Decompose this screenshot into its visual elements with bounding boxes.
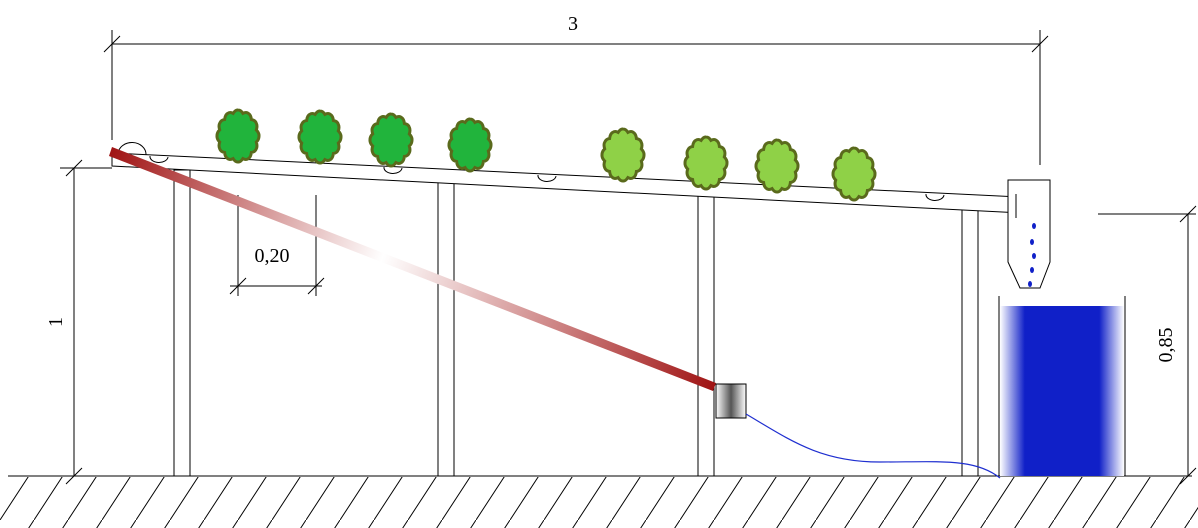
water-drop [1032,223,1036,229]
lettuce-plant-icon [754,138,800,194]
dimension-total-length-label: 3 [568,13,578,35]
lettuce-plant-icon [297,109,343,165]
support-post [961,204,979,477]
ground [0,475,1198,528]
dimension-left-height [60,159,112,485]
support-posts [173,169,979,477]
water-drop [1030,267,1034,273]
dimension-spacing-label: 0,20 [255,245,290,267]
dimension-reservoir-height [1098,205,1197,485]
drain-funnel [1007,179,1051,289]
return-pipe [109,147,716,391]
plants [215,108,877,202]
dimension-spacing [229,195,325,296]
support-post [437,181,455,477]
pump [715,383,747,419]
lettuce-plant-icon [600,127,646,183]
water-drop [1030,239,1034,245]
lettuce-plant-icon [831,146,877,202]
reservoir [998,296,1126,476]
water-drops [1028,223,1036,287]
pump-icon [715,383,747,419]
dimension-total-length [103,30,1049,165]
water-drop [1028,281,1032,287]
drain-funnel-icon [1007,179,1051,289]
lettuce-plant-icon [683,135,729,191]
dimension-left-height-label: 1 [45,317,67,327]
support-post [697,192,715,477]
water-tank-icon [1000,306,1124,476]
support-post [173,169,191,477]
ground-hatching [0,477,1198,528]
hose [745,413,1001,479]
lettuce-plant-icon [368,112,414,168]
lettuce-plant-icon [215,108,261,164]
dimension-reservoir-height-label: 0,85 [1155,328,1177,363]
water-drop [1032,253,1036,259]
lettuce-plant-icon [447,117,493,173]
